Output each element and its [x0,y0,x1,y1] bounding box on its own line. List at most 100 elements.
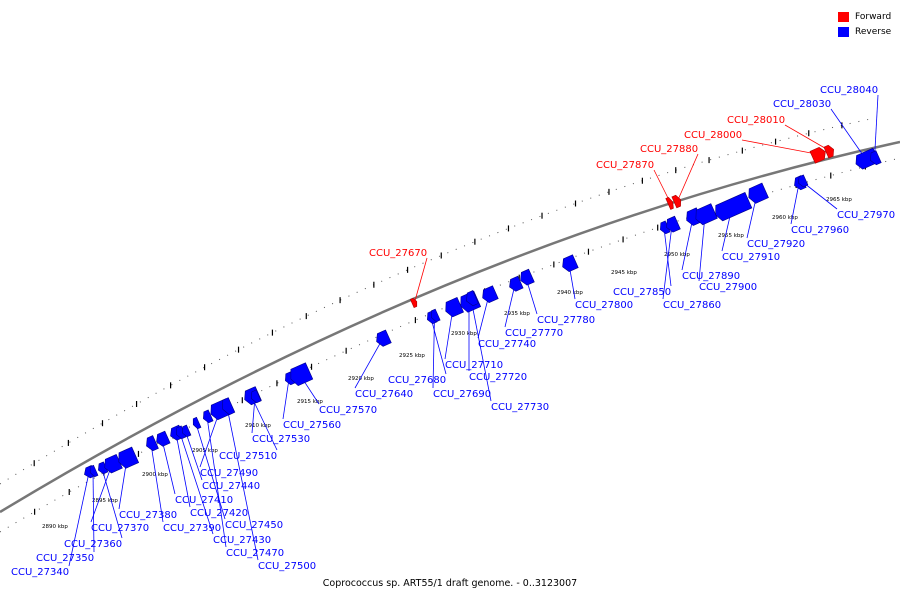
leader-ccu-27770 [504,284,516,328]
legend-forward-swatch [838,11,849,22]
gene-labels: CCU_27670 CCU_27870 CCU_27880 CCU_28000 CCU_… [11,85,895,578]
gene-label-ccu-27500: CCU_27500 [258,561,316,572]
leader-ccu-27430 [179,432,214,535]
leader-ccu-27680 [430,317,447,375]
leader-ccu-27410 [161,439,176,495]
label-leader-lines [68,94,879,567]
leader-ccu-27560 [282,378,290,420]
gene-label-ccu-27890: CCU_27890 [682,271,740,282]
gene-label-ccu-28040: CCU_28040 [820,85,878,96]
leader-ccu-27420 [175,433,191,508]
leader-ccu-27350 [92,471,95,553]
gene-arrow-ccu-27380 [118,446,140,469]
gene-label-ccu-27720: CCU_27720 [469,372,527,383]
leader-ccu-27390 [150,443,164,523]
ruler-label-2900-kbp: 2900 kbp [142,472,168,478]
leader-ccu-28010 [784,124,831,152]
gene-arrow-ccu-27850 [660,220,671,235]
gene-label-ccu-27570: CCU_27570 [319,405,377,416]
gene-label-ccu-27340: CCU_27340 [11,567,69,578]
map-caption: Coprococcus sp. ART55/1 draft genome. - … [322,578,578,589]
leader-ccu-27740 [477,294,490,339]
forward-track [0,117,876,485]
gene-arrow-ccu-27740 [482,285,499,303]
gene-label-ccu-27640: CCU_27640 [355,389,413,400]
ruler-label-2955-kbp: 2955 kbp [718,233,744,239]
gene-label-ccu-27780: CCU_27780 [537,315,595,326]
gene-arrow-ccu-27500 [222,397,236,416]
leader-ccu-27730 [470,298,492,402]
gene-arrows [84,144,882,479]
gene-label-ccu-27560: CCU_27560 [283,420,341,431]
leader-ccu-28040 [874,94,879,159]
gene-arrow-ccu-27350 [89,464,99,478]
ruler-label-2925-kbp: 2925 kbp [399,353,425,359]
gene-label-ccu-27680: CCU_27680 [388,375,446,386]
gene-label-ccu-27360: CCU_27360 [64,539,122,550]
gene-arrow-ccu-27670 [409,297,418,309]
gene-arrow-ccu-27570 [290,362,314,387]
gene-arrow-ccu-27430 [176,425,187,440]
leader-ccu-27640 [354,338,383,389]
gene-arrow-ccu-28040 [870,150,882,166]
gene-arrow-ccu-27780 [520,268,535,286]
leader-ccu-27500 [226,406,259,561]
ruler-label-2915-kbp: 2915 kbp [297,399,323,405]
leader-ccu-28000 [741,139,820,155]
gene-label-ccu-27870: CCU_27870 [596,160,654,171]
gene-arrow-ccu-27770 [509,275,524,292]
gene-label-ccu-27530: CCU_27530 [252,434,310,445]
leader-ccu-27670 [414,257,428,303]
leader-ccu-27450 [195,423,226,520]
gene-label-ccu-27970: CCU_27970 [837,210,895,221]
gene-label-ccu-27730: CCU_27730 [491,402,549,413]
gene-arrow-ccu-27690 [431,308,441,323]
gene-arrow-ccu-27410 [156,430,171,447]
ruler-label-2895-kbp: 2895 kbp [92,498,118,504]
gene-label-ccu-27710: CCU_27710 [445,360,503,371]
gene-arrow-ccu-27920 [748,182,769,204]
gene-arrow-ccu-27450 [192,416,202,430]
gene-label-ccu-27370: CCU_27370 [91,523,149,534]
ruler-label-2945-kbp: 2945 kbp [611,270,637,276]
gene-arrow-ccu-27860 [666,215,681,233]
legend-reverse: Reverse [838,24,900,39]
leader-ccu-27690 [432,315,435,389]
gene-arrow-ccu-27440 [181,424,192,438]
gene-label-ccu-28000: CCU_28000 [684,130,742,141]
leader-ccu-27490 [199,409,221,468]
gene-arrow-ccu-27360 [98,461,109,475]
gene-label-ccu-28030: CCU_28030 [773,99,831,110]
gene-label-ccu-27450: CCU_27450 [225,520,283,531]
legend-forward: Forward [838,9,900,24]
gene-label-ccu-27960: CCU_27960 [791,225,849,236]
gene-label-ccu-27490: CCU_27490 [200,468,258,479]
gene-label-ccu-27910: CCU_27910 [722,252,780,263]
leader-ccu-27890 [681,217,694,271]
ruler-label-2910-kbp: 2910 kbp [245,423,271,429]
gene-label-ccu-27690: CCU_27690 [433,389,491,400]
leader-ccu-27510 [251,396,278,451]
gene-arrow-ccu-27730 [466,290,479,307]
gene-label-ccu-27440: CCU_27440 [202,481,260,492]
gene-label-ccu-27800: CCU_27800 [575,300,633,311]
gene-label-ccu-27470: CCU_27470 [226,548,284,559]
gene-label-ccu-27670: CCU_27670 [369,248,427,259]
gene-arrow-ccu-27370 [104,453,123,474]
ruler-label-2930-kbp: 2930 kbp [451,331,477,337]
gene-label-ccu-27410: CCU_27410 [175,495,233,506]
ruler-label-2920-kbp: 2920 kbp [348,376,374,382]
leader-ccu-27850 [663,227,672,287]
legend-forward-label: Forward [855,11,892,22]
genome-backbone [0,140,900,514]
gene-arrow-ccu-27560 [285,371,296,386]
gene-arrow-ccu-27640 [376,329,392,347]
leader-ccu-27900 [698,214,706,282]
gene-arrow-ccu-27970 [798,174,809,188]
gene-label-ccu-28010: CCU_28010 [727,115,785,126]
gene-label-ccu-27860: CCU_27860 [663,300,721,311]
ruler-label-2965-kbp: 2965 kbp [826,197,852,203]
legend-reverse-label: Reverse [855,26,892,37]
gene-label-ccu-27510: CCU_27510 [219,451,277,462]
